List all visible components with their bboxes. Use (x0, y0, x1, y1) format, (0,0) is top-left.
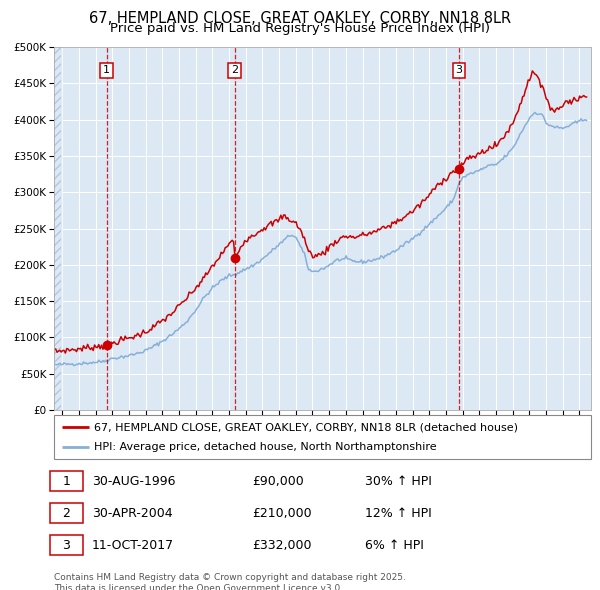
FancyBboxPatch shape (50, 535, 83, 555)
Text: £210,000: £210,000 (253, 507, 313, 520)
Text: 1: 1 (62, 475, 70, 488)
Text: 2: 2 (231, 65, 238, 76)
Text: 11-OCT-2017: 11-OCT-2017 (92, 539, 174, 552)
Text: 67, HEMPLAND CLOSE, GREAT OAKLEY, CORBY, NN18 8LR: 67, HEMPLAND CLOSE, GREAT OAKLEY, CORBY,… (89, 11, 511, 25)
Text: 30% ↑ HPI: 30% ↑ HPI (365, 475, 433, 488)
Text: 3: 3 (62, 539, 70, 552)
Text: 30-APR-2004: 30-APR-2004 (92, 507, 172, 520)
FancyBboxPatch shape (50, 471, 83, 491)
FancyBboxPatch shape (50, 503, 83, 523)
Text: 30-AUG-1996: 30-AUG-1996 (92, 475, 175, 488)
Text: 6% ↑ HPI: 6% ↑ HPI (365, 539, 424, 552)
FancyBboxPatch shape (54, 415, 591, 459)
Text: 2: 2 (62, 507, 70, 520)
Text: Contains HM Land Registry data © Crown copyright and database right 2025.
This d: Contains HM Land Registry data © Crown c… (54, 573, 406, 590)
Text: 67, HEMPLAND CLOSE, GREAT OAKLEY, CORBY, NN18 8LR (detached house): 67, HEMPLAND CLOSE, GREAT OAKLEY, CORBY,… (94, 422, 518, 432)
Text: Price paid vs. HM Land Registry's House Price Index (HPI): Price paid vs. HM Land Registry's House … (110, 22, 490, 35)
Text: 3: 3 (455, 65, 463, 76)
Polygon shape (54, 47, 61, 410)
Text: 12% ↑ HPI: 12% ↑ HPI (365, 507, 432, 520)
Text: HPI: Average price, detached house, North Northamptonshire: HPI: Average price, detached house, Nort… (94, 442, 437, 451)
Text: £90,000: £90,000 (253, 475, 304, 488)
Text: 1: 1 (103, 65, 110, 76)
Text: £332,000: £332,000 (253, 539, 312, 552)
